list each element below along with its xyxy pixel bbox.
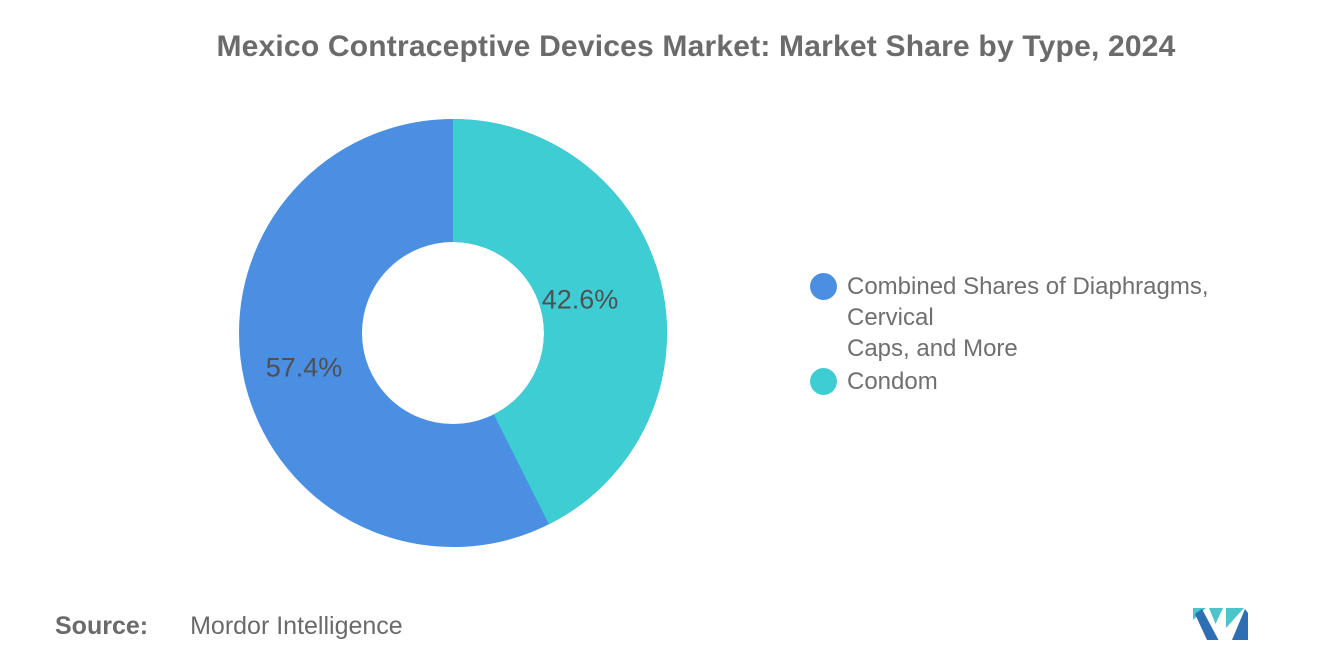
slice-label-condom: 42.6% [541, 284, 619, 315]
source-attribution: Source: Mordor Intelligence [55, 612, 403, 641]
legend-label-line-2: Caps, and More [847, 335, 1018, 362]
legend-label-combined-shares: Combined Shares of Diaphragms, Cervical … [847, 271, 1285, 364]
source-text: Mordor Intelligence [190, 612, 403, 640]
legend-item-combined-shares[interactable]: Combined Shares of Diaphragms, Cervical … [810, 271, 1285, 364]
legend-label-line-1: Combined Shares of Diaphragms, Cervical [847, 273, 1209, 331]
slice-condom[interactable] [239, 119, 667, 547]
source-prefix: Source: [55, 612, 149, 640]
mordor-intelligence-logo [1192, 608, 1248, 642]
legend: Combined Shares of Diaphragms, Cervical … [810, 271, 1285, 399]
donut-chart: 57.4% 42.6% [238, 118, 668, 548]
legend-label-line-1: Condom [847, 368, 938, 395]
legend-label-condom: Condom [847, 366, 938, 397]
donut-svg [239, 119, 667, 547]
chart-title: Mexico Contraceptive Devices Market: Mar… [216, 30, 1176, 63]
legend-item-condom[interactable]: Condom [810, 366, 1285, 397]
legend-marker-condom-icon [810, 368, 837, 395]
mordor-m-mark-icon [1193, 608, 1248, 640]
slice-label-combined-shares: 57.4% [265, 352, 343, 383]
legend-marker-combined-icon [810, 273, 837, 300]
